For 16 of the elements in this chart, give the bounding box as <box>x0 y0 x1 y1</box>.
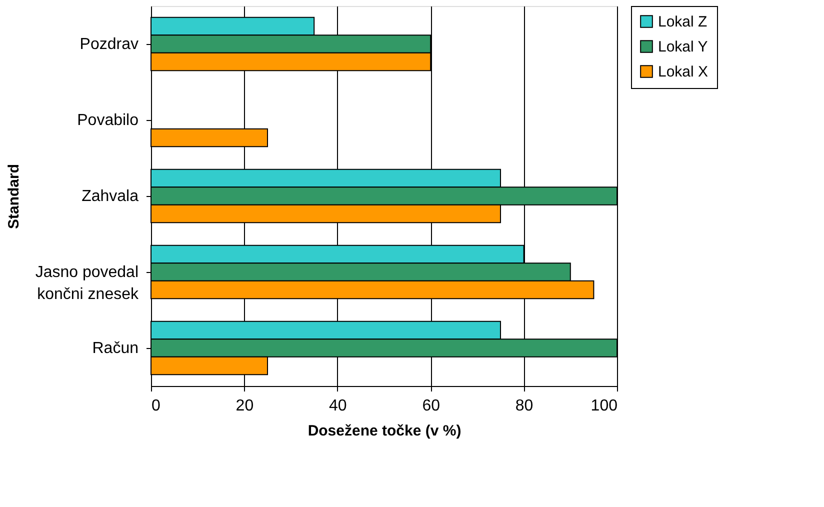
x-tick-label: 20 <box>236 398 254 414</box>
x-tick-label: 80 <box>515 398 534 414</box>
x-tick-label: 0 <box>152 398 160 414</box>
y-tick-label: Zahvala <box>82 188 139 205</box>
legend-label: Lokal Z <box>658 14 708 30</box>
x-tick-label: 40 <box>329 398 347 414</box>
legend-label: Lokal X <box>658 64 708 80</box>
y-tick-label: Jasno povedal končni znesek <box>35 264 140 303</box>
y-tick-label: Pozdrav <box>80 36 138 53</box>
x-tick-label: 100 <box>590 398 618 414</box>
y-tick-label: Povabilo <box>77 112 139 129</box>
x-tick-label: 60 <box>422 398 440 414</box>
y-axis-title: Standard <box>5 164 22 230</box>
y-tick-label: Račun <box>92 340 138 357</box>
legend-label: Lokal Y <box>658 38 708 56</box>
x-axis-title: Dosežene točke (v %) <box>308 422 462 440</box>
